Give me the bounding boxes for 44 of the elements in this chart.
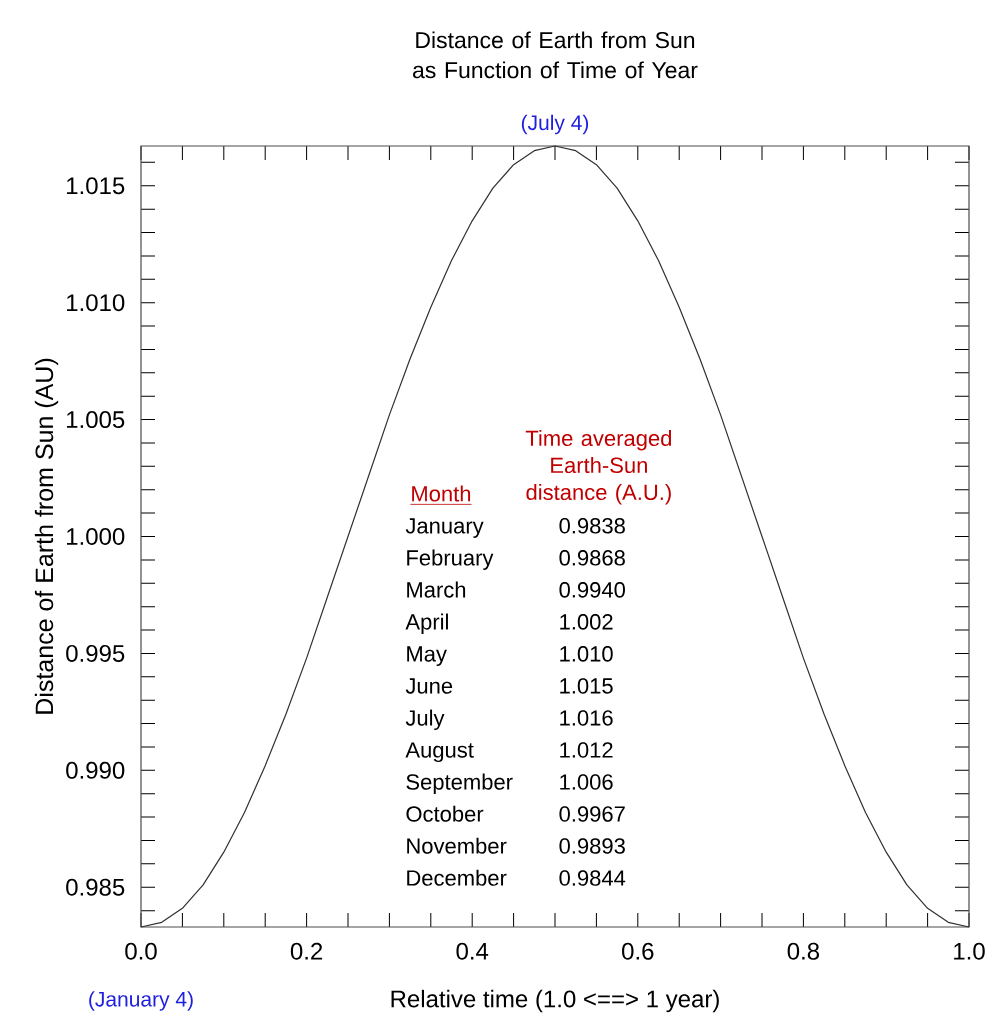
x-tick-label: 0.6 [622, 942, 654, 960]
y-tick-label: 1.010 [67, 294, 125, 312]
annotation: 0.9844 [559, 870, 626, 886]
annotation: Time averaged Earth-Sun distance (A.U.) [525, 429, 672, 505]
annotation: 1.016 [560, 710, 613, 726]
annotation: 0.9893 [559, 838, 625, 854]
y-tick-label: 0.990 [66, 761, 125, 779]
annotation: August [405, 742, 474, 763]
annotation: July [405, 709, 445, 731]
annotation: November [407, 837, 507, 854]
y-tick-label: 1.015 [67, 177, 125, 195]
annotation: April [405, 613, 448, 634]
annotation: March [407, 581, 466, 598]
text: (January 4) [89, 991, 193, 1011]
annotation: 0.9940 [559, 582, 625, 598]
annotation: 1.006 [560, 774, 613, 790]
annotation: 1.015 [560, 678, 613, 694]
y-axis-title: Distance of Earth from Sun (AU) [34, 358, 59, 714]
annotation: (July 4) [521, 114, 589, 135]
annotation: June [405, 678, 453, 694]
annotation: Month [412, 485, 471, 502]
annotation: February [407, 549, 494, 570]
annotation: 1.010 [560, 646, 613, 662]
x-tick-label: 0.0 [125, 942, 157, 960]
annotation: 0.9967 [559, 806, 625, 822]
annotation: 1.012 [560, 742, 613, 758]
chart-title: Distance of Earth from Sun as Function of Time of Year [413, 31, 698, 79]
annotation: 1.002 [560, 614, 613, 630]
y-tick-label: 1.005 [67, 411, 125, 429]
annotation: January [405, 518, 484, 538]
x-axis-title: Relative time (1.0 <==> 1 year) [391, 989, 719, 1013]
x-tick-label: 0.8 [787, 942, 820, 960]
x-tick-label: 0.2 [290, 942, 323, 960]
x-tick-label: 1.0 [954, 942, 985, 960]
x-tick-label: 0.4 [456, 942, 489, 960]
y-tick-label: 0.985 [66, 878, 125, 896]
annotation: October [406, 805, 484, 822]
y-tick-label: 1.000 [67, 528, 125, 545]
annotation: 0.9838 [559, 518, 625, 534]
y-tick-label: 0.995 [66, 644, 125, 662]
annotation: September [406, 773, 513, 795]
annotation: 0.9868 [559, 550, 625, 566]
annotation: May [407, 646, 447, 667]
annotation: December [407, 869, 507, 886]
